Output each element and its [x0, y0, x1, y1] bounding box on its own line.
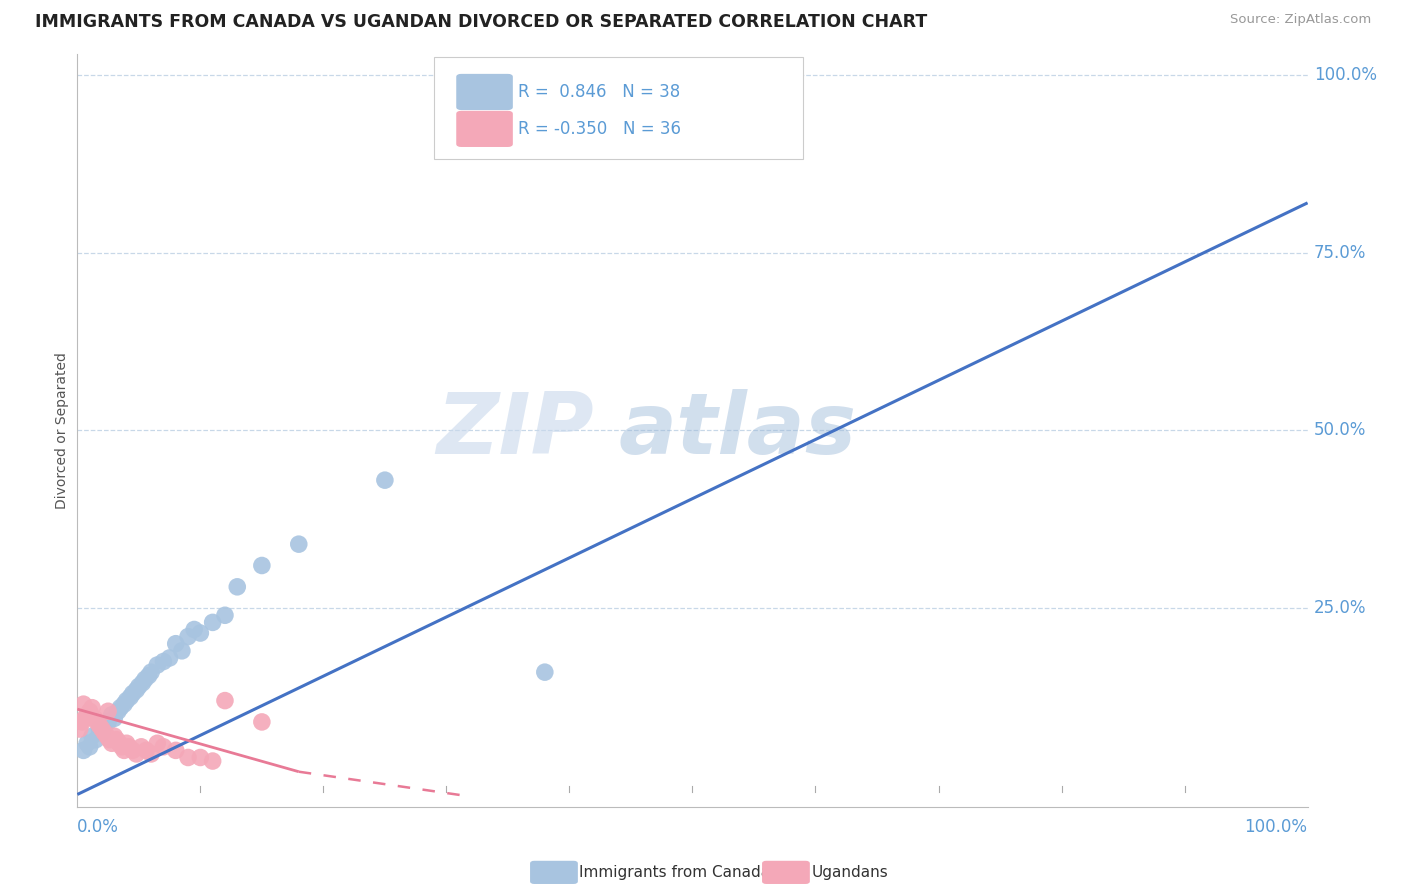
Text: 50.0%: 50.0% — [1313, 421, 1367, 440]
Point — [79, 704, 101, 718]
Point — [226, 580, 249, 594]
Point — [121, 743, 143, 757]
Point — [76, 707, 98, 722]
Text: Ugandans: Ugandans — [811, 865, 889, 880]
Text: ZIP: ZIP — [436, 389, 595, 472]
Point — [121, 686, 143, 700]
Point — [288, 537, 311, 551]
Point — [110, 700, 132, 714]
Point — [135, 743, 157, 757]
Point — [188, 750, 212, 764]
Point — [70, 714, 93, 729]
Point — [128, 679, 150, 693]
FancyBboxPatch shape — [434, 57, 803, 159]
Point — [129, 739, 153, 754]
Text: 100.0%: 100.0% — [1313, 66, 1376, 84]
Point — [111, 739, 132, 754]
Text: 100.0%: 100.0% — [1244, 818, 1308, 836]
Point — [214, 608, 236, 623]
Point — [103, 711, 125, 725]
Point — [90, 725, 114, 739]
Point — [103, 729, 125, 743]
Point — [98, 732, 121, 747]
Text: atlas: atlas — [619, 389, 856, 472]
Point — [118, 739, 141, 754]
Point — [83, 711, 105, 725]
Point — [86, 714, 108, 729]
Point — [108, 736, 131, 750]
Text: Source: ZipAtlas.com: Source: ZipAtlas.com — [1230, 13, 1371, 27]
Point — [125, 747, 148, 761]
FancyBboxPatch shape — [457, 74, 513, 110]
Text: Immigrants from Canada: Immigrants from Canada — [579, 865, 770, 880]
Text: 75.0%: 75.0% — [1313, 244, 1367, 261]
Point — [170, 644, 193, 658]
Point — [101, 707, 124, 722]
Point — [183, 623, 205, 637]
Point — [76, 736, 98, 750]
Point — [165, 637, 187, 651]
Point — [82, 700, 104, 714]
Text: IMMIGRANTS FROM CANADA VS UGANDAN DIVORCED OR SEPARATED CORRELATION CHART: IMMIGRANTS FROM CANADA VS UGANDAN DIVORC… — [35, 13, 928, 31]
Point — [120, 690, 142, 704]
Point — [250, 558, 273, 573]
Text: 0.0%: 0.0% — [77, 818, 120, 836]
Point — [115, 693, 138, 707]
Point — [201, 615, 224, 630]
Point — [134, 673, 156, 687]
Point — [112, 697, 135, 711]
Point — [115, 736, 138, 750]
Point — [97, 714, 120, 729]
Point — [105, 732, 128, 747]
Point — [201, 754, 224, 768]
Point — [165, 743, 187, 757]
FancyBboxPatch shape — [457, 111, 513, 147]
Point — [69, 722, 91, 736]
Point — [112, 743, 135, 757]
Point — [90, 722, 114, 736]
Point — [131, 675, 153, 690]
Point — [125, 682, 148, 697]
Point — [72, 743, 94, 757]
Point — [72, 697, 94, 711]
Point — [93, 725, 115, 739]
Point — [93, 718, 115, 732]
Point — [82, 729, 104, 743]
Point — [374, 473, 396, 487]
Point — [101, 736, 124, 750]
Point — [188, 626, 212, 640]
Text: R =  0.846   N = 38: R = 0.846 N = 38 — [517, 83, 681, 101]
Point — [84, 732, 107, 747]
Point — [152, 655, 174, 669]
Point — [177, 750, 200, 764]
Point — [141, 747, 163, 761]
Point — [96, 729, 118, 743]
Point — [107, 704, 129, 718]
Point — [89, 722, 111, 736]
Point — [250, 714, 273, 729]
Point — [146, 658, 169, 673]
Point — [214, 693, 236, 707]
Point — [146, 736, 169, 750]
Point — [89, 718, 111, 732]
Point — [97, 704, 120, 718]
Point — [152, 739, 174, 754]
Point — [534, 665, 557, 680]
Point — [141, 665, 163, 680]
Text: 25.0%: 25.0% — [1313, 599, 1367, 617]
Point — [138, 669, 160, 683]
Point — [177, 630, 200, 644]
Text: R = -0.350   N = 36: R = -0.350 N = 36 — [517, 120, 681, 138]
Point — [159, 651, 181, 665]
Y-axis label: Divorced or Separated: Divorced or Separated — [55, 352, 69, 508]
Point — [79, 739, 101, 754]
Point — [73, 711, 96, 725]
